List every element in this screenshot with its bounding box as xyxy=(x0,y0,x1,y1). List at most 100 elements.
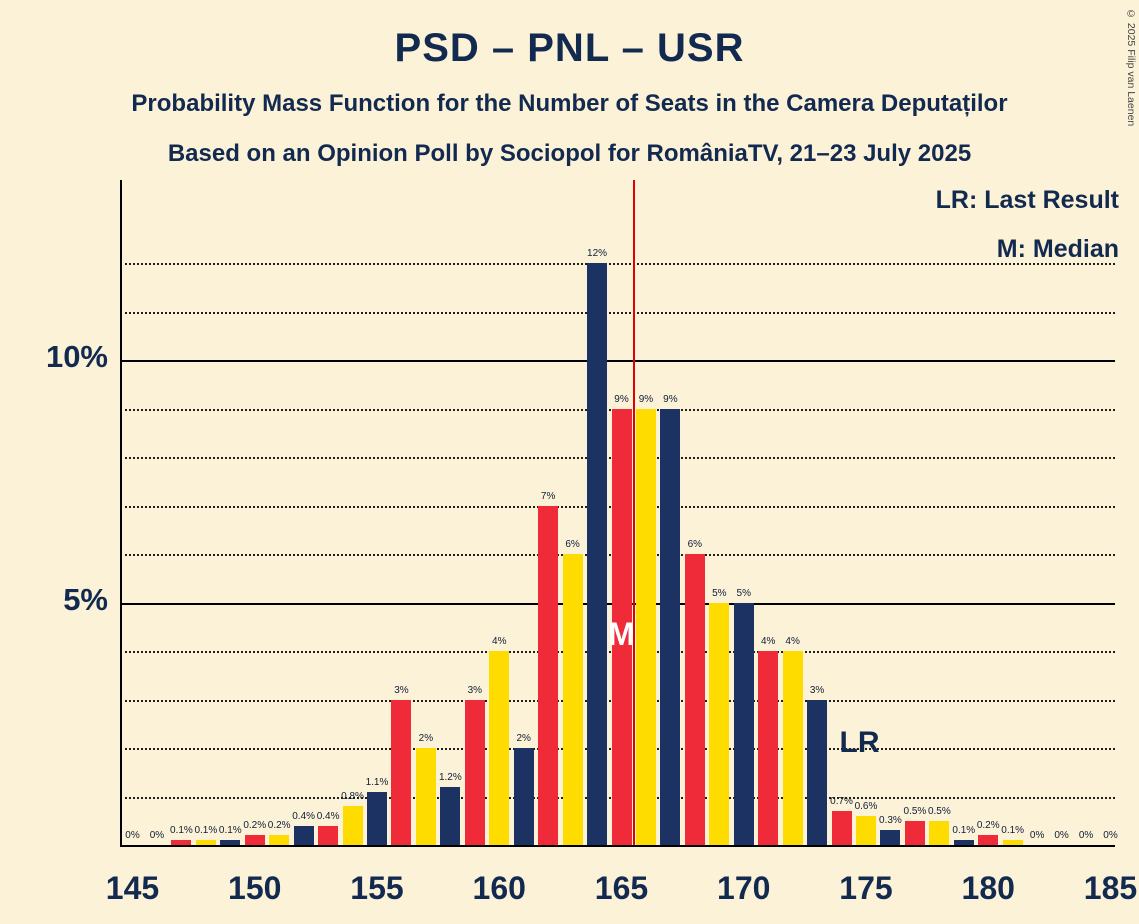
chart-subtitle-line2: Based on an Opinion Poll by Sociopol for… xyxy=(167,140,972,167)
bar-seat-149 xyxy=(220,840,241,845)
bar-seat-178 xyxy=(929,820,950,845)
bar-seat-177 xyxy=(904,820,925,845)
chart-title: PSD – PNL – USR xyxy=(394,26,745,70)
bar-seat-147 xyxy=(171,840,192,845)
bar-value-label-174: 0.7% xyxy=(830,796,853,808)
bar-seat-161 xyxy=(513,748,534,845)
gridline-dotted-11pct xyxy=(120,311,1115,314)
bar-seat-176 xyxy=(880,830,901,845)
bar-seat-158 xyxy=(440,786,461,845)
bar-seat-148 xyxy=(195,840,216,845)
bar-value-label-150: 0.2% xyxy=(243,820,267,832)
bar-seat-173 xyxy=(807,699,828,845)
gridline-solid-10pct xyxy=(120,360,1115,362)
x-tick-175: 175 xyxy=(839,870,893,906)
bar-seat-168 xyxy=(684,554,705,845)
bar-seat-163 xyxy=(562,554,583,845)
bar-value-label-158: 1.2% xyxy=(438,771,462,783)
bar-value-label-161: 2% xyxy=(516,733,531,744)
bar-seat-165 xyxy=(611,408,632,845)
x-axis-line xyxy=(120,845,1115,847)
bar-seat-154 xyxy=(342,806,363,845)
bar-value-label-171: 4% xyxy=(760,636,776,647)
bar-seat-181 xyxy=(1002,840,1023,845)
x-tick-185: 185 xyxy=(1083,870,1138,906)
bar-value-label-185: 0% xyxy=(1103,830,1118,841)
bar-value-label-179: 0.1% xyxy=(952,825,976,837)
bar-seat-151 xyxy=(269,835,290,845)
bar-value-label-183: 0% xyxy=(1054,830,1069,841)
x-tick-145: 145 xyxy=(105,870,160,906)
bar-value-label-152: 0.4% xyxy=(292,810,316,822)
bar-value-label-146: 0% xyxy=(149,830,165,841)
bar-seat-162 xyxy=(538,505,559,845)
bar-seat-157 xyxy=(415,748,436,845)
bar-value-label-177: 0.5% xyxy=(903,805,927,817)
bar-value-label-154: 0.8% xyxy=(341,791,364,803)
bar-value-label-184: 0% xyxy=(1078,830,1094,841)
x-tick-155: 155 xyxy=(350,870,404,906)
bar-value-label-145: 0% xyxy=(125,830,140,841)
bar-seat-169 xyxy=(709,602,730,845)
bar-value-label-153: 0.4% xyxy=(316,810,340,822)
bar-seat-152 xyxy=(293,825,314,845)
bar-seat-170 xyxy=(733,602,754,845)
bar-value-label-148: 0.1% xyxy=(194,825,218,837)
bar-value-label-166: 9% xyxy=(638,393,654,405)
bar-seat-179 xyxy=(953,840,974,845)
y-tick-5pct: 5% xyxy=(63,581,108,617)
bar-seat-171 xyxy=(758,651,779,845)
bar-value-label-164: 12% xyxy=(587,248,608,259)
copyright-text: © 2025 Filip van Laenen xyxy=(1125,8,1137,127)
bar-seat-166 xyxy=(635,408,656,845)
bar-value-label-156: 3% xyxy=(394,684,409,696)
bar-seat-153 xyxy=(318,825,339,845)
median-line xyxy=(632,180,635,845)
bar-value-label-159: 3% xyxy=(467,684,483,696)
bar-seat-160 xyxy=(489,651,510,845)
bar-value-label-176: 0.3% xyxy=(879,815,902,827)
x-tick-160: 160 xyxy=(472,870,526,906)
y-axis-line xyxy=(120,180,122,847)
bar-value-label-168: 6% xyxy=(687,539,703,550)
bar-value-label-182: 0% xyxy=(1029,830,1045,841)
bar-value-label-165: 9% xyxy=(614,393,629,405)
x-tick-170: 170 xyxy=(717,870,771,906)
bar-seat-180 xyxy=(978,835,999,845)
bar-value-label-181: 0.1% xyxy=(1001,825,1025,837)
bar-value-label-149: 0.1% xyxy=(218,825,242,837)
bar-value-label-147: 0.1% xyxy=(169,825,193,837)
bar-seat-175 xyxy=(856,815,876,845)
bar-value-label-157: 2% xyxy=(418,733,434,744)
x-tick-180: 180 xyxy=(961,870,1015,906)
bar-value-label-169: 5% xyxy=(712,587,727,599)
bar-value-label-172: 4% xyxy=(785,636,800,647)
median-marker-label: M xyxy=(608,616,635,652)
bar-value-label-167: 9% xyxy=(663,393,678,405)
bar-value-label-180: 0.2% xyxy=(976,820,1000,832)
bar-value-label-170: 5% xyxy=(736,587,751,599)
bar-seat-174 xyxy=(831,811,852,845)
bar-value-label-163: 6% xyxy=(565,539,580,550)
x-tick-150: 150 xyxy=(228,870,282,906)
legend-last-result: LR: Last Result xyxy=(935,186,1119,214)
x-tick-165: 165 xyxy=(594,870,649,906)
bar-seat-167 xyxy=(660,408,681,845)
bar-value-label-173: 3% xyxy=(809,684,825,696)
bar-seat-155 xyxy=(367,791,387,845)
bar-seat-164 xyxy=(587,263,608,845)
bar-seat-156 xyxy=(391,699,412,845)
bar-value-label-178: 0.5% xyxy=(927,805,951,817)
bar-seat-150 xyxy=(244,835,265,845)
bar-value-label-160: 4% xyxy=(492,636,507,647)
bar-value-label-151: 0.2% xyxy=(267,820,291,832)
legend-median: M: Median xyxy=(996,235,1119,263)
bar-value-label-155: 1.1% xyxy=(365,776,389,788)
chart-subtitle-line1: Probability Mass Function for the Number… xyxy=(131,90,1008,117)
bar-value-label-175: 0.6% xyxy=(854,800,878,812)
legend: LR: Last Result M: Median xyxy=(936,186,1119,284)
bar-seat-172 xyxy=(782,651,803,845)
bar-seat-159 xyxy=(464,699,485,845)
